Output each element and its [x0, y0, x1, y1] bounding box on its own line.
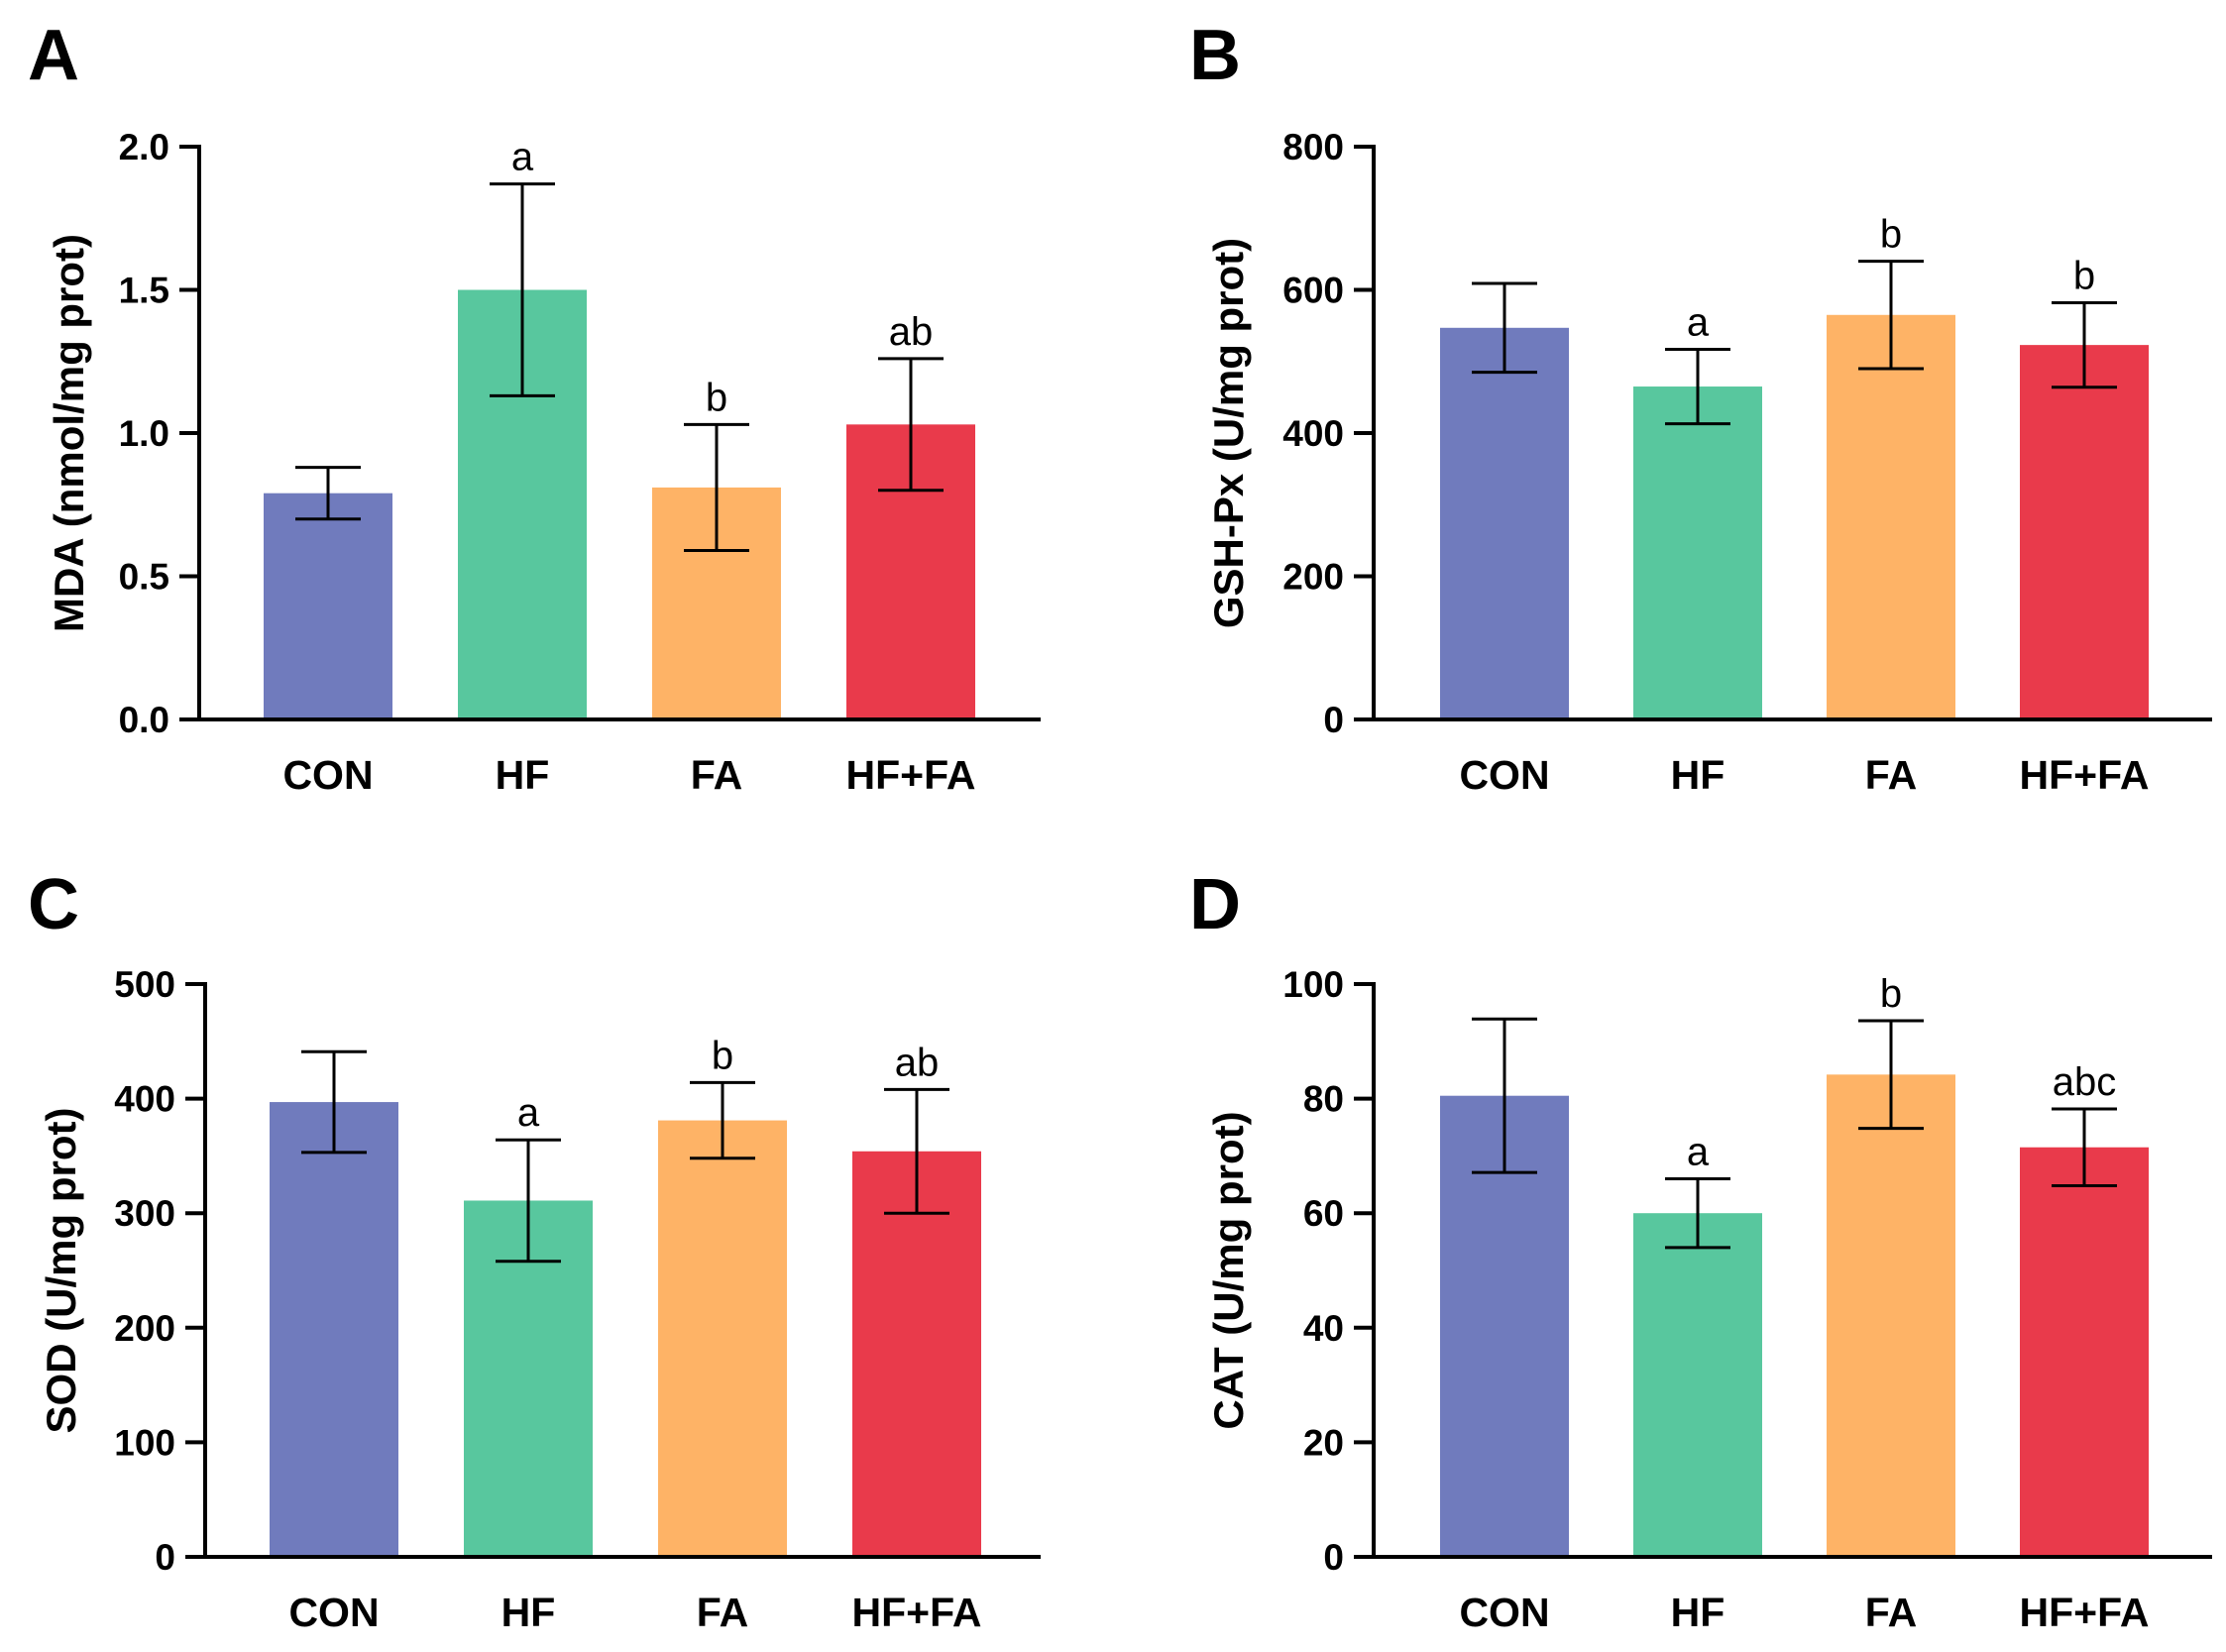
y-tick-label: 800: [1282, 127, 1344, 167]
significance-label-hf-fa: abc: [2053, 1060, 2117, 1104]
significance-label-fa: b: [706, 376, 727, 419]
y-tick-label: 1.0: [119, 413, 169, 454]
bar-hf: [1633, 386, 1762, 719]
y-tick-label: 500: [114, 964, 175, 1005]
category-label-hf-fa: HF+FA: [2020, 752, 2150, 798]
category-label-con: CON: [1459, 1590, 1549, 1635]
y-axis-title: GSH-Px (U/mg prot): [1205, 238, 1252, 628]
y-axis-title: SOD (U/mg prot): [38, 1108, 84, 1434]
bar-hf-fa: [2020, 345, 2149, 719]
significance-label-hf-fa: ab: [889, 310, 934, 354]
panel-a: A CON a HF b FA ab HF+FA 0.0 0.5 1.0 1.5 2.0 MDA (nmo…: [28, 16, 1041, 798]
category-label-hf: HF: [496, 752, 550, 798]
category-label-con: CON: [282, 752, 373, 798]
category-label-hf-fa: HF+FA: [846, 752, 976, 798]
panel-letter-b: B: [1189, 16, 1241, 95]
significance-label-fa: b: [712, 1034, 733, 1077]
y-tick-label: 20: [1303, 1422, 1344, 1463]
significance-label-hf: a: [511, 136, 534, 179]
y-tick-label: 100: [1282, 964, 1344, 1005]
bar-fa: [658, 1120, 787, 1557]
category-label-con: CON: [1459, 752, 1549, 798]
y-axis-title: MDA (nmol/mg prot): [46, 234, 92, 632]
y-tick-label: 0.5: [119, 557, 169, 598]
significance-label-hf-fa: b: [2073, 255, 2095, 298]
y-tick-label: 0: [1323, 1537, 1344, 1578]
y-tick-label: 200: [1282, 557, 1344, 598]
bar-con: [270, 1102, 398, 1557]
category-label-fa: FA: [691, 752, 742, 798]
y-tick-label: 0: [1323, 700, 1344, 740]
bar-hf: [1633, 1213, 1762, 1557]
y-tick-label: 1.5: [119, 271, 169, 311]
panel-letter-c: C: [28, 865, 79, 944]
y-tick-label: 80: [1303, 1079, 1344, 1120]
bar-hf-fa: [852, 1151, 981, 1557]
panel-letter-d: D: [1189, 865, 1241, 944]
y-tick-label: 200: [114, 1308, 175, 1349]
bar-hf-fa: [2020, 1147, 2149, 1557]
y-tick-label: 0.0: [119, 700, 169, 740]
bar-con: [264, 493, 392, 719]
category-label-con: CON: [288, 1590, 379, 1635]
significance-label-hf: a: [517, 1091, 540, 1135]
y-tick-label: 300: [114, 1193, 175, 1234]
category-label-hf: HF: [1671, 1590, 1725, 1635]
y-tick-label: 0: [155, 1537, 175, 1578]
significance-label-hf: a: [1687, 1131, 1710, 1174]
significance-label-fa: b: [1880, 972, 1902, 1016]
y-tick-label: 400: [1282, 413, 1344, 454]
category-label-hf: HF: [1671, 752, 1725, 798]
category-label-hf: HF: [501, 1590, 556, 1635]
significance-label-fa: b: [1880, 213, 1902, 257]
y-tick-label: 400: [114, 1079, 175, 1120]
y-axis-title: CAT (U/mg prot): [1205, 1111, 1252, 1429]
category-label-fa: FA: [1865, 1590, 1917, 1635]
y-tick-label: 100: [114, 1422, 175, 1463]
panel-d: D CON a HF b FA abc HF+FA 0 20 40 60 80 100 CAT (U/mg …: [1189, 865, 2212, 1635]
category-label-hf-fa: HF+FA: [2020, 1590, 2150, 1635]
panel-letter-a: A: [28, 16, 79, 95]
category-label-fa: FA: [697, 1590, 748, 1635]
bar-fa: [1827, 314, 1955, 719]
bar-fa: [1827, 1074, 1955, 1557]
y-tick-label: 600: [1282, 271, 1344, 311]
category-label-fa: FA: [1865, 752, 1917, 798]
bar-con: [1440, 327, 1569, 719]
category-label-hf-fa: HF+FA: [852, 1590, 982, 1635]
significance-label-hf-fa: ab: [895, 1041, 940, 1084]
panel-b: B CON a HF b FA b HF+FA 0 200 400 600 800 GSH-Px (U/m…: [1189, 16, 2212, 798]
y-tick-label: 60: [1303, 1193, 1344, 1234]
y-tick-label: 2.0: [119, 127, 169, 167]
significance-label-hf: a: [1687, 300, 1710, 344]
panel-c: C CON a HF b FA ab HF+FA 0 100 200 300 400 500 SOD (U/…: [28, 865, 1041, 1635]
y-tick-label: 40: [1303, 1308, 1344, 1349]
